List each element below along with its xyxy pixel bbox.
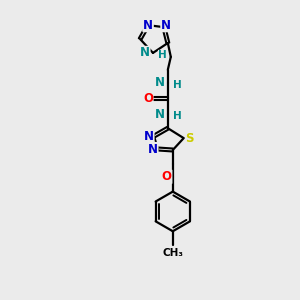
Text: H: H <box>173 111 182 121</box>
Text: H: H <box>173 80 182 90</box>
Text: N: N <box>161 19 171 32</box>
Text: CH₃: CH₃ <box>162 248 183 258</box>
Text: N: N <box>155 76 165 89</box>
Text: N: N <box>144 130 154 142</box>
Text: N: N <box>140 46 150 59</box>
Text: H: H <box>158 50 167 60</box>
Text: S: S <box>185 132 194 145</box>
Text: N: N <box>148 142 158 155</box>
Text: N: N <box>155 108 165 121</box>
Text: N: N <box>143 18 153 31</box>
Text: N: N <box>143 19 153 32</box>
Text: O: O <box>143 92 153 105</box>
Text: O: O <box>162 170 172 183</box>
